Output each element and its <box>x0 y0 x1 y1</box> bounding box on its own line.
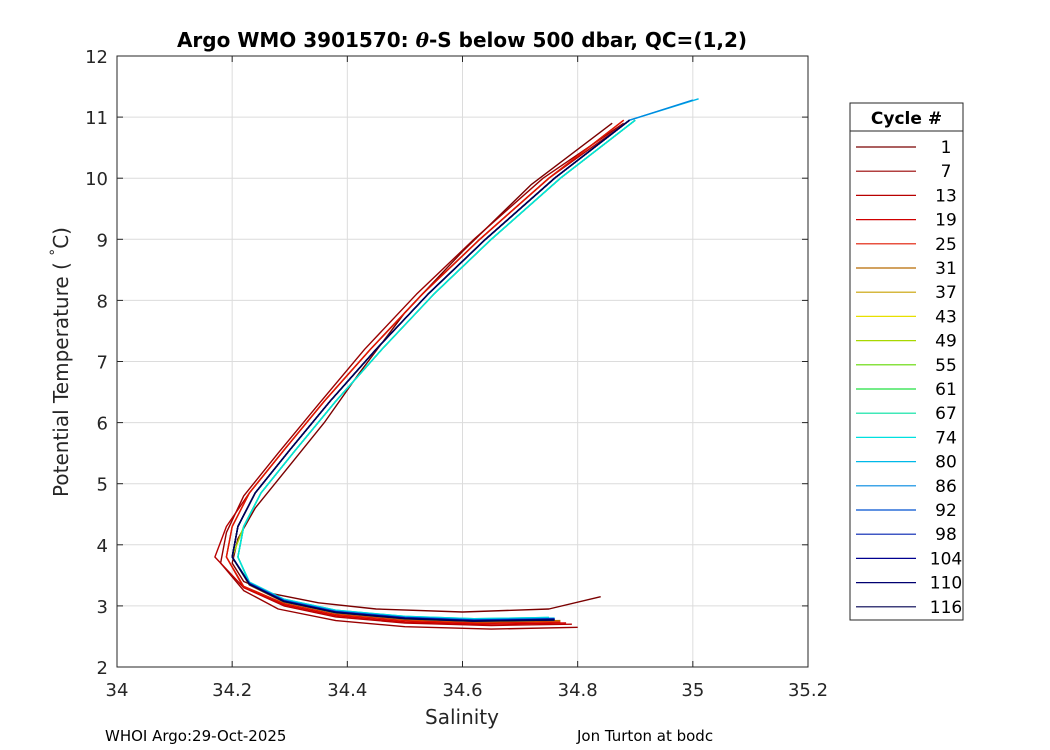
legend-label: 80 <box>935 453 957 473</box>
title-part-2: -S below 500 dbar, QC=(1,2) <box>429 28 747 52</box>
y-tick-label: 10 <box>85 169 108 190</box>
x-tick-label: 35 <box>681 680 704 701</box>
x-tick-label: 34 <box>106 680 129 701</box>
title-theta: θ <box>416 28 430 52</box>
y-tick-label: 3 <box>97 597 108 618</box>
legend-label: 25 <box>935 235 957 255</box>
y-tick-label: 4 <box>97 536 108 557</box>
legend-item: 55 <box>856 356 957 376</box>
x-tick-label: 34.2 <box>212 680 252 701</box>
legend-label: 19 <box>935 211 957 231</box>
legend-label: 116 <box>930 598 962 618</box>
legend-label: 13 <box>935 186 957 206</box>
legend-label: 98 <box>935 525 957 545</box>
legend-label: 31 <box>935 259 957 279</box>
x-tick-label: 35.2 <box>788 680 828 701</box>
title-part-1: Argo WMO 3901570: <box>177 28 416 52</box>
legend-label: 86 <box>935 477 957 497</box>
legend-label: 104 <box>930 549 962 569</box>
x-tick-label: 34.6 <box>442 680 482 701</box>
legend-item: 7 <box>856 162 951 182</box>
legend-item: 92 <box>856 501 957 521</box>
legend-label: 55 <box>935 356 957 376</box>
legend-label: 67 <box>935 404 957 424</box>
y-tick-label: 8 <box>97 291 108 312</box>
legend-item: 98 <box>856 525 957 545</box>
legend-item: 110 <box>856 574 962 594</box>
series-layer <box>214 98 699 630</box>
legend-item: 25 <box>856 235 957 255</box>
y-axis-label: Potential Temperature ( °C) <box>48 227 73 497</box>
y-tick-label: 11 <box>85 108 108 129</box>
legend-item: 19 <box>856 211 957 231</box>
x-tick-label: 34.4 <box>327 680 367 701</box>
y-axis-label-part-1: Potential Temperature ( <box>49 256 73 497</box>
legend-label: 110 <box>930 574 962 594</box>
legend-items: 1 7 13 19 25 31 37 43 49 55 61 67 74 80 86 92 98 104 110 11… <box>856 138 962 618</box>
footer-left: WHOI Argo:29-Oct-2025 <box>105 727 287 745</box>
legend-label: 43 <box>935 307 957 327</box>
y-tick-label: 5 <box>97 475 108 496</box>
y-tick-label: 9 <box>97 230 108 251</box>
legend: Cycle # 1 7 13 19 25 31 37 43 49 55 61 67 74 80 86 92 98… <box>849 102 964 621</box>
y-tick-label: 7 <box>97 353 108 374</box>
legend-item: 80 <box>856 453 957 473</box>
legend-label: 7 <box>941 162 952 182</box>
y-tick-label: 12 <box>85 47 108 68</box>
legend-label: 1 <box>941 138 952 158</box>
x-tick-label: 34.8 <box>558 680 598 701</box>
legend-item: 49 <box>856 332 957 352</box>
legend-item: 31 <box>856 259 957 279</box>
legend-item: 67 <box>856 404 957 424</box>
y-tick-label: 2 <box>97 658 108 679</box>
y-axis-label-part-2: C) <box>49 227 73 249</box>
legend-item: 104 <box>856 549 962 569</box>
y-axis-label-degree: ° <box>48 249 64 256</box>
legend-title: Cycle # <box>871 109 942 129</box>
legend-item: 43 <box>856 307 957 327</box>
footer-right: Jon Turton at bodc <box>577 727 714 745</box>
legend-item: 13 <box>856 186 957 206</box>
legend-label: 37 <box>935 283 957 303</box>
series-line-cycle-25 <box>225 119 625 624</box>
legend-label: 49 <box>935 332 957 352</box>
legend-item: 61 <box>856 380 957 400</box>
x-axis-label: Salinity <box>425 705 499 729</box>
legend-item: 74 <box>856 428 957 448</box>
legend-label: 74 <box>935 428 957 448</box>
legend-label: 92 <box>935 501 957 521</box>
legend-item: 116 <box>856 598 962 618</box>
legend-label: 61 <box>935 380 957 400</box>
legend-item: 37 <box>856 283 957 303</box>
legend-item: 86 <box>856 477 957 497</box>
series-line-cycle-116 <box>231 119 630 622</box>
y-tick-label: 6 <box>97 414 108 435</box>
legend-item: 1 <box>856 138 951 158</box>
chart-title: Argo WMO 3901570: θ-S below 500 dbar, QC… <box>177 28 747 52</box>
